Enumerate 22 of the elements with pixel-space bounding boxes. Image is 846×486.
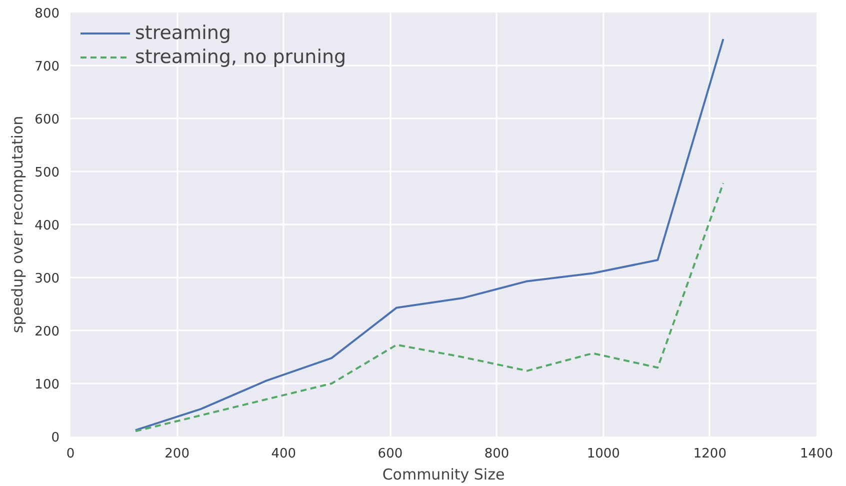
legend-label: streaming, no pruning (135, 46, 346, 68)
y-tick-label: 700 (34, 60, 60, 74)
y-tick-label: 400 (34, 218, 60, 234)
y-tick-label: 100 (34, 378, 60, 392)
x-tick-label: 0 (66, 446, 75, 462)
y-axis-title: speedup over recomputation (8, 116, 27, 334)
x-tick-label: 600 (378, 446, 403, 462)
y-tick-label: 800 (34, 6, 60, 22)
x-tick-label: 1200 (693, 446, 726, 462)
y-tick-label: 300 (34, 272, 60, 286)
y-tick-label: 0 (51, 430, 60, 446)
y-tick-label: 500 (34, 166, 60, 180)
y-tick-label: 600 (34, 112, 60, 128)
x-tick-label: 1400 (800, 446, 834, 462)
legend-label: streaming (135, 22, 231, 44)
y-tick-label: 200 (34, 324, 60, 340)
x-tick-label: 400 (271, 446, 296, 462)
x-tick-label: 1000 (586, 446, 620, 462)
x-tick-label: 800 (484, 446, 510, 462)
x-axis-title: Community Size (382, 466, 505, 484)
line-series (134, 182, 724, 432)
x-tick-label: 200 (164, 446, 190, 462)
